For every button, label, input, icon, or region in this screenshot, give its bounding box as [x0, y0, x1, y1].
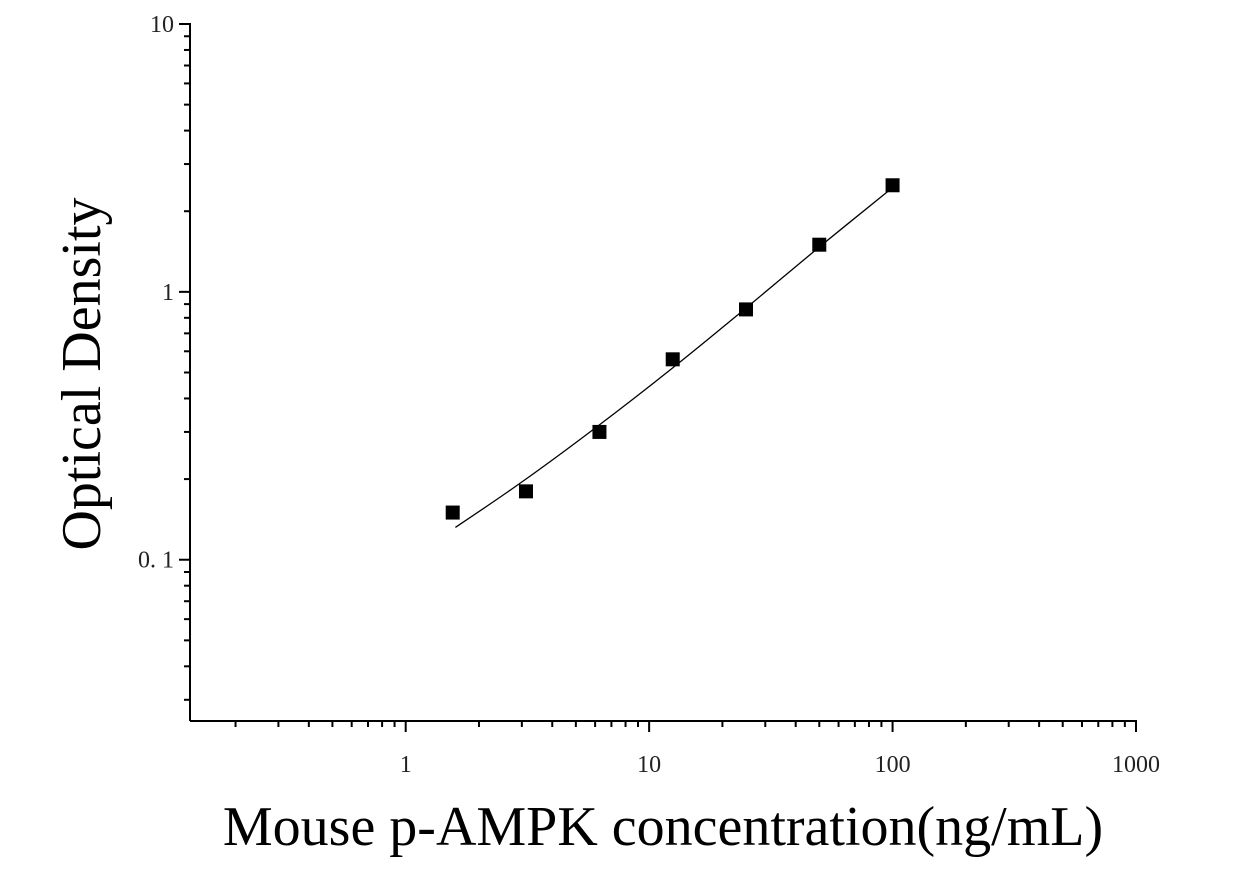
data-point	[518, 484, 533, 499]
data-point	[445, 505, 460, 520]
data-points-layer	[445, 178, 900, 520]
x-axis: 1 10 100 1000	[190, 720, 1160, 778]
x-axis-title: Mouse p-AMPK concentration(ng/mL)	[223, 796, 1103, 858]
y-axis: 0. 1 1 10	[138, 12, 191, 721]
data-point	[665, 352, 680, 367]
y-tick-label: 1	[162, 280, 174, 306]
y-axis-title: Optical Density	[51, 197, 113, 550]
x-tick-label: 1	[400, 752, 412, 778]
data-point	[885, 178, 900, 193]
x-tick-label: 100	[875, 752, 911, 778]
x-tick-label: 10	[637, 752, 661, 778]
data-point	[592, 424, 607, 439]
data-point	[812, 237, 827, 252]
y-tick-label: 0. 1	[138, 548, 174, 574]
data-point	[739, 302, 754, 317]
x-tick-label: 1000	[1112, 752, 1160, 778]
y-tick-label: 10	[150, 12, 174, 38]
